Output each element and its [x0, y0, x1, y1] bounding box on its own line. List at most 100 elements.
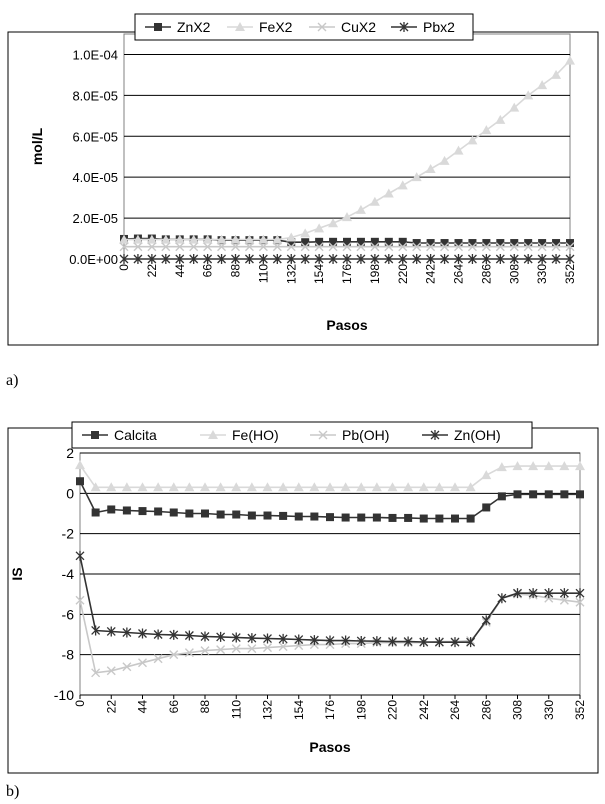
chart-b-data-point [231, 482, 242, 492]
chart-a-data-point [565, 242, 575, 252]
chart-b-x-tick-label: 44 [136, 700, 150, 714]
chart-a-y-tick-label: 0.0E+00 [69, 252, 118, 267]
chart-a-x-tick-labels: 0 22 44 66 88 110 132 154 176 198 220 242 264 286 308 3… [117, 259, 577, 284]
chart-a-data-point [217, 254, 227, 264]
chart-b-data-point [326, 513, 334, 522]
chart-b-data-point [294, 512, 303, 521]
chart-b-data-point [512, 461, 523, 471]
chart-a-data-point [287, 238, 296, 247]
chart-a-data-point [369, 196, 380, 206]
chart-a-data-point [439, 155, 450, 165]
chart-b-data-point [387, 482, 398, 492]
chart-b-data-point [184, 482, 195, 492]
chart-b-data-point [169, 508, 178, 517]
chart-a-x-tick-label: 110 [256, 264, 270, 283]
chart-b-data-point [169, 650, 179, 660]
chart-b-x-tick-label: 242 [417, 700, 431, 720]
chart-b-legend: Calcita Fe(HO) Pb(OH) Zn(OH) [71, 421, 533, 449]
chart-b-data-point [106, 666, 116, 676]
chart-b-legend-item: Zn(OH) [422, 427, 501, 443]
chart-a-legend-label: ZnX2 [177, 19, 211, 35]
chart-b-data-point [154, 507, 163, 516]
chart-a-data-point [203, 242, 213, 252]
chart-b-data-point [481, 615, 491, 626]
chart-a-data-point [398, 254, 408, 264]
chart-a-data-point [356, 237, 365, 246]
chart-a-data-point [523, 254, 533, 264]
chart-a-data-point [495, 242, 505, 252]
chart-a-x-tick-label: 286 [479, 264, 493, 284]
chart-a-data-point [315, 237, 324, 246]
chart-b-data-point [294, 634, 304, 645]
chart-b-y-tick-label: -4 [62, 566, 75, 582]
chart-a-data-point [565, 55, 575, 65]
chart-b-data-point [451, 514, 459, 523]
chart-b-data-point [482, 503, 491, 512]
chart-b-data-point [528, 461, 539, 471]
chart-a-data-point [146, 234, 157, 244]
chart-a-x-tick-label: 220 [396, 264, 410, 284]
chart-a-data-point [510, 239, 519, 248]
chart-b-data-point [91, 668, 101, 678]
chart-a-data-point [314, 254, 324, 264]
chart-a-legend-label: FeX2 [259, 19, 293, 35]
chart-a-legend-swatch-marker [317, 22, 327, 32]
chart-a-data-point [286, 254, 296, 264]
chart-b-x-tick-label: 308 [511, 700, 525, 720]
chart-a-y-tick-labels: 0.0E+00 2.0E-05 4.0E-05 6.0E-05 8.0E-05 1.0E-… [69, 47, 118, 267]
chart-a-data-point [398, 242, 408, 252]
chart-a-data-point [412, 239, 421, 248]
chart-a-x-tick-label: 308 [507, 264, 521, 284]
chart-a-x-tick-label: 66 [201, 264, 215, 278]
chart-b-data-point [543, 461, 554, 471]
chart-b-data-point [357, 513, 366, 522]
chart-b-data-point [231, 644, 241, 654]
chart-a-data-point [426, 239, 435, 248]
chart-b-data-point [434, 637, 444, 648]
chart-a-data-point [272, 242, 282, 252]
chart-b-data-point [388, 513, 397, 522]
chart-a-legend-item: CuX2 [309, 19, 376, 35]
chart-a-data-point [537, 254, 547, 264]
chart-a-x-tick-label: 132 [284, 264, 298, 284]
chart-b-data-point [419, 514, 428, 523]
chart-a-data-point [161, 242, 171, 252]
chart-a-x-tick-label: 198 [368, 264, 382, 284]
chart-b-data-point [90, 482, 101, 492]
chart-b-x-tick-label: 22 [104, 700, 118, 714]
chart-a-data-point [133, 242, 143, 252]
chart-a-data-point [231, 254, 240, 264]
chart-a-data-point [509, 102, 520, 112]
chart-a-data-point [175, 242, 185, 252]
chart-b-x-tick-label: 66 [167, 700, 181, 714]
chart-b-x-tick-labels: 0 22 44 66 88 110 132 154 176 198 220 242 264 286 308 3… [73, 695, 587, 720]
chart-b-legend-item: Calcita [82, 427, 157, 443]
chart-b-data-point [466, 514, 475, 523]
chart-a-data-point [467, 242, 477, 252]
chart-b-data-point [216, 631, 226, 642]
chart-b-data-point [122, 506, 131, 515]
chart-b-data-point [263, 643, 272, 653]
chart-b-series-fe-ho- [75, 460, 585, 492]
chart-b-data-point [200, 631, 210, 642]
chart-b-x-tick-label: 286 [479, 700, 493, 720]
chart-b-data-point [262, 482, 273, 492]
chart-b-data-point [419, 636, 429, 647]
chart-b-x-axis-label: Pasos [309, 739, 350, 755]
chart-a-data-point [454, 239, 463, 248]
chart-a-data-point [343, 237, 351, 246]
chart-b-data-point [247, 644, 257, 654]
chart-a-x-tick-label: 352 [563, 264, 577, 284]
chart-b-data-point [434, 482, 445, 492]
chart-a-data-point [425, 164, 436, 173]
chart-a-data-point [300, 242, 310, 252]
chart-b-x-tick-label: 198 [354, 700, 368, 720]
chart-b-y-tick-label: 0 [66, 485, 74, 501]
chart-a-x-tick-label: 330 [535, 264, 549, 284]
chart-b-data-point [371, 482, 382, 492]
chart-a-data-point [286, 242, 296, 252]
chart-a-data-point [244, 242, 254, 252]
chart-b-data-point [576, 490, 584, 499]
chart-a-data-point [189, 254, 199, 264]
chart-b-data-point [216, 510, 225, 519]
